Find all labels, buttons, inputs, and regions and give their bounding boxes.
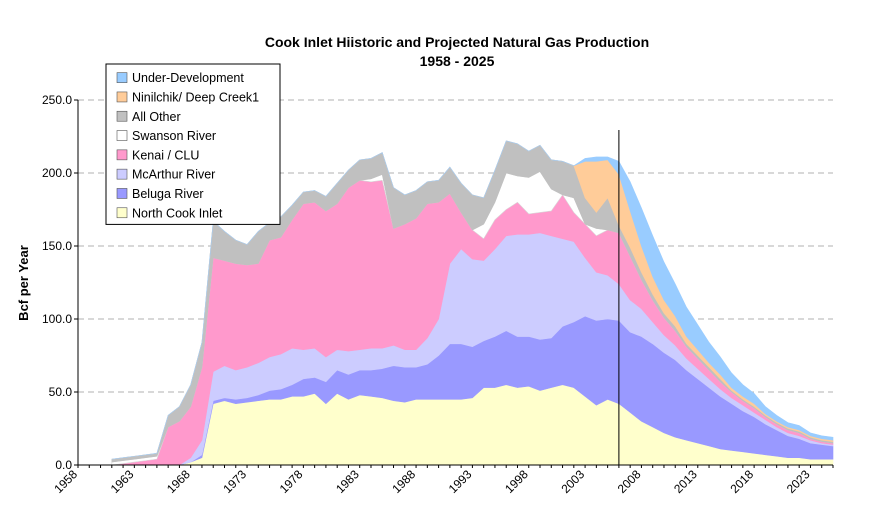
chart-subtitle: 1958 - 2025 [420, 53, 495, 69]
x-tick-label: 2013 [671, 467, 700, 496]
x-tick-label: 1993 [446, 467, 475, 496]
legend-swatch [116, 110, 128, 122]
axes [77, 100, 833, 466]
x-tick-label: 2018 [727, 467, 756, 496]
legend-swatch [116, 72, 128, 83]
y-tick-label: 50.0 [49, 385, 73, 399]
x-ticks: 1958 1963 1968 1973 1978 1983 1988 1993 1998 2003… [51, 465, 834, 496]
legend-swatch [116, 207, 128, 219]
y-tick-label: 250.0 [42, 93, 72, 107]
x-tick-label: 1973 [220, 467, 249, 496]
chart-title: Cook Inlet Hiistoric and Projected Natur… [265, 34, 649, 50]
y-tick-label: 100.0 [42, 312, 72, 326]
y-ticks: 0.0 50.0 100.0 150.0 200.0 250.0 [42, 93, 78, 472]
x-tick-label: 2003 [558, 467, 587, 496]
x-tick-label: 2023 [784, 467, 813, 496]
x-tick-label: 1998 [502, 467, 531, 496]
y-tick-label: 150.0 [42, 239, 72, 253]
legend-label: Ninilchik/ Deep Creek1 [132, 90, 259, 104]
y-tick-label: 0.0 [55, 458, 72, 472]
legend-label: North Cook Inlet [132, 206, 223, 220]
x-tick-label: 1978 [277, 467, 306, 496]
legend-label: All Other [132, 110, 181, 124]
area-under-development [111, 140, 834, 460]
legend-swatch [116, 149, 128, 161]
x-tick-label: 2008 [615, 467, 644, 496]
legend-label: Beluga River [132, 187, 204, 201]
x-tick-label: 1983 [333, 467, 362, 496]
stacked-areas [111, 140, 834, 466]
x-tick-label: 1968 [164, 467, 193, 496]
y-tick-label: 200.0 [42, 166, 72, 180]
legend-swatch [116, 168, 128, 180]
x-tick-label: 1963 [108, 467, 137, 496]
legend-swatch [116, 188, 128, 199]
legend-label: Under-Development [132, 71, 244, 85]
legend-swatch [116, 91, 128, 103]
legend: Under-Development Ninilchik/ Deep Creek1 A… [105, 63, 281, 225]
legend-label: Kenai / CLU [132, 148, 199, 162]
legend-swatch [116, 130, 128, 141]
legend-label: McArthur River [132, 168, 215, 182]
x-tick-label: 1988 [389, 467, 418, 496]
legend-label: Swanson River [132, 129, 216, 143]
y-axis-label: Bcf per Year [16, 245, 31, 321]
legend-box [105, 63, 281, 225]
